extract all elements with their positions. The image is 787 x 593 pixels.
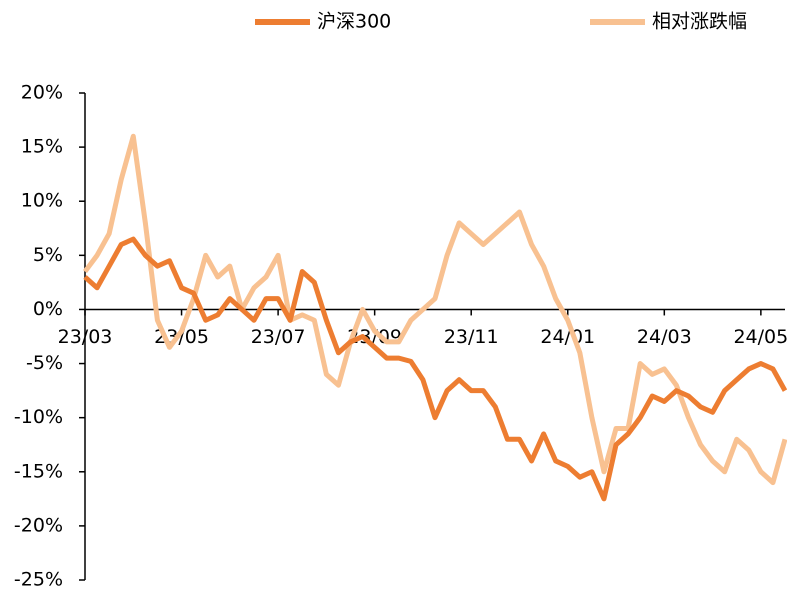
legend-label: 沪深300 <box>317 11 391 33</box>
y-tick-label: 15% <box>21 136 63 158</box>
y-tick-label: 10% <box>21 190 63 212</box>
series-line <box>83 236 787 502</box>
x-tick-label: 24/01 <box>540 326 595 348</box>
legend-label: 相对涨跌幅 <box>652 11 747 33</box>
x-tick-label: 23/03 <box>58 326 113 348</box>
series-line <box>82 133 787 486</box>
x-tick-label: 24/05 <box>733 326 787 348</box>
y-tick-label: 0% <box>33 298 63 320</box>
x-tick-label: 24/03 <box>637 326 692 348</box>
y-tick-label: -25% <box>14 569 63 591</box>
x-tick-label: 23/07 <box>251 326 306 348</box>
y-tick-label: -5% <box>26 352 63 374</box>
y-tick-label: 20% <box>21 82 63 104</box>
y-tick-label: 5% <box>33 244 63 266</box>
y-tick-label: -10% <box>14 406 63 428</box>
x-tick-label: 23/11 <box>444 326 499 348</box>
y-tick-label: -20% <box>14 514 63 536</box>
y-tick-label: -15% <box>14 460 63 482</box>
